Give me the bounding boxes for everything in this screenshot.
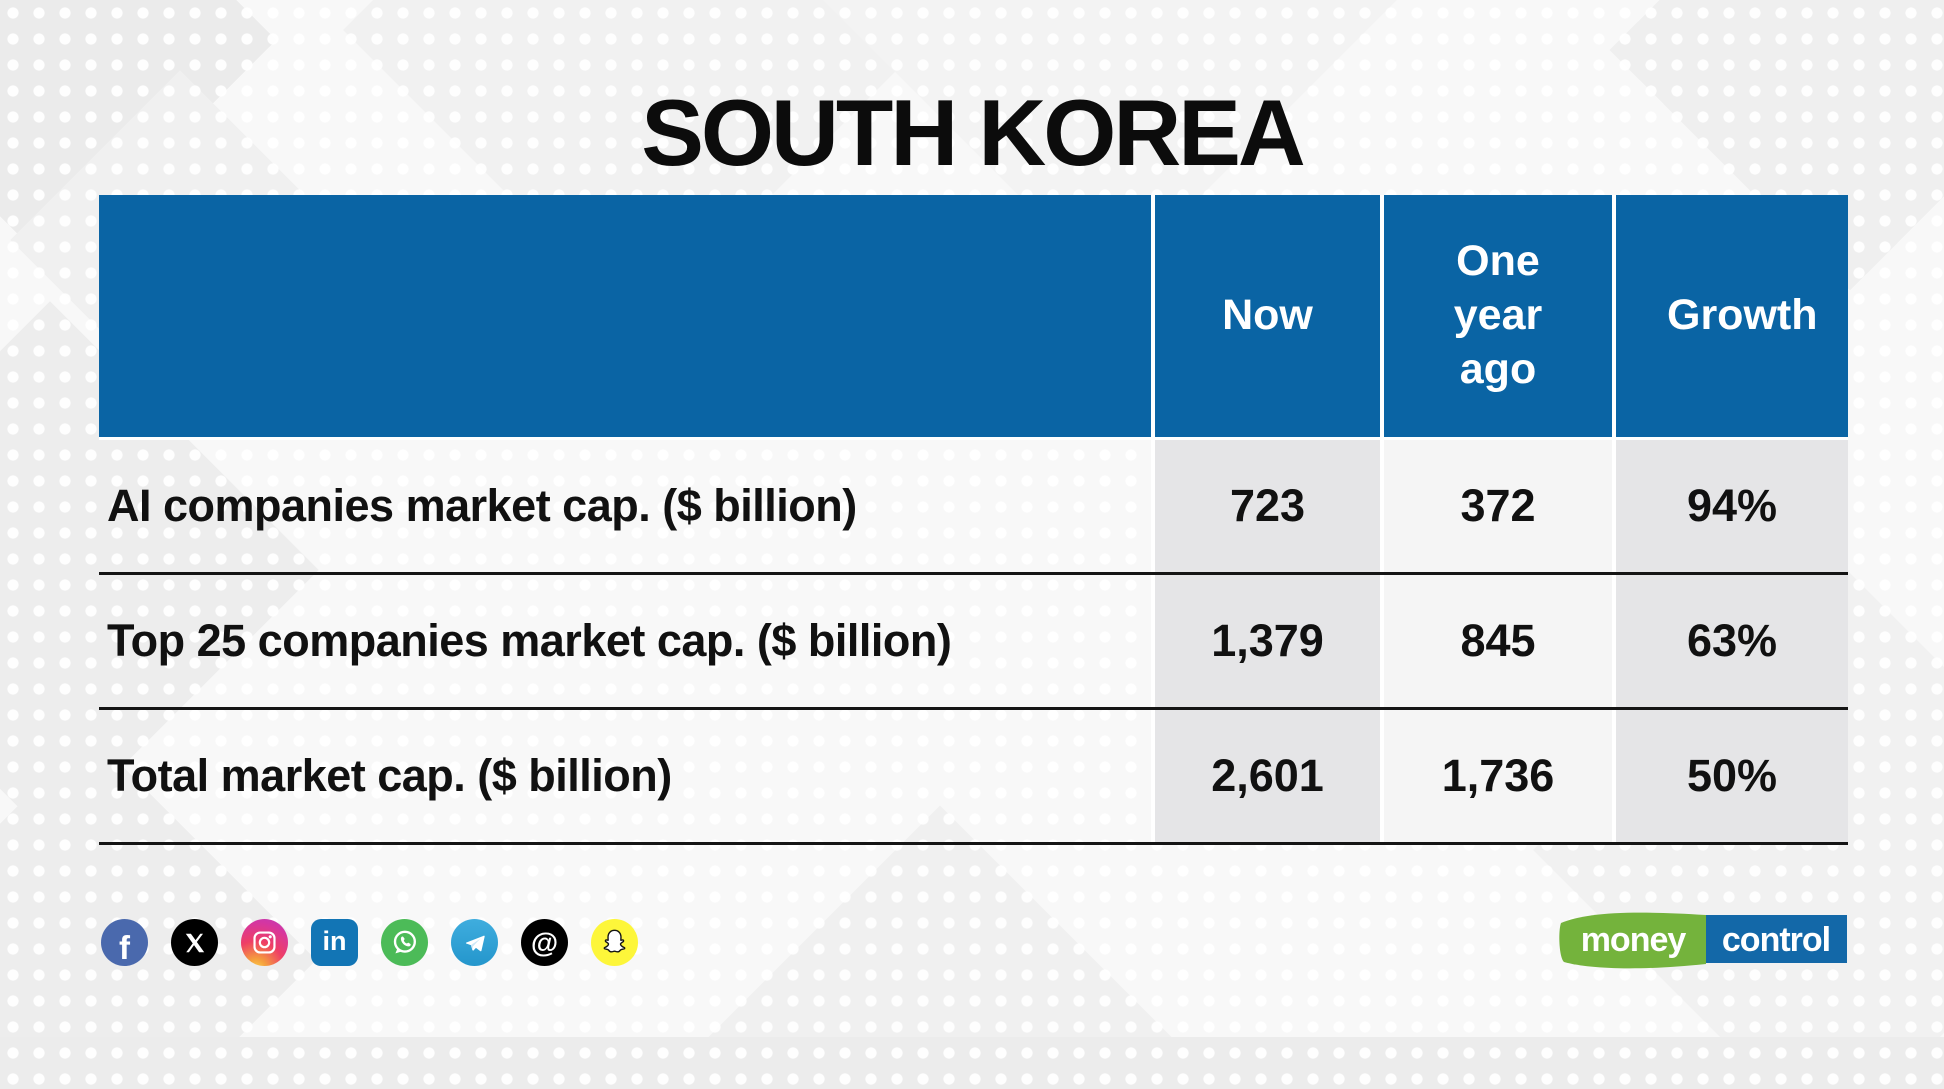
threads-icon[interactable]: @	[521, 919, 568, 966]
row-value-growth: 63%	[1612, 575, 1848, 707]
header-label-one-year-ago: One year ago	[1453, 237, 1543, 393]
telegram-icon[interactable]	[451, 919, 498, 966]
snapchat-glyph	[603, 929, 626, 953]
header-cell-empty	[99, 195, 1151, 437]
threads-glyph: @	[530, 926, 559, 958]
facebook-icon[interactable]: f	[101, 919, 148, 966]
x-twitter-icon[interactable]	[171, 919, 218, 966]
row-value-one-year-ago: 1,736	[1380, 710, 1612, 842]
row-value-now: 723	[1151, 440, 1380, 572]
header-label-growth: Growth	[1667, 291, 1818, 340]
header-cell-one-year-ago: One year ago	[1380, 195, 1612, 437]
logo-text-control: control	[1722, 921, 1830, 959]
facebook-glyph: f	[119, 929, 130, 966]
instagram-glyph	[253, 931, 276, 954]
row-label: Top 25 companies market cap. ($ billion)	[107, 615, 952, 666]
header-label-now: Now	[1222, 291, 1313, 340]
row-value-growth: 50%	[1612, 710, 1848, 842]
table-row: Total market cap. ($ billion) 2,601 1,73…	[99, 710, 1848, 845]
row-value-one-year-ago: 372	[1380, 440, 1612, 572]
instagram-icon[interactable]	[241, 919, 288, 966]
telegram-glyph	[465, 935, 485, 951]
table-row: Top 25 companies market cap. ($ billion)…	[99, 575, 1848, 710]
table-header-row: Now One year ago Growth	[99, 195, 1848, 440]
logo-blue-block	[1705, 915, 1847, 963]
linkedin-icon[interactable]: in	[311, 919, 358, 966]
moneycontrol-logo: money control	[1559, 912, 1847, 969]
snapchat-icon[interactable]	[591, 919, 638, 966]
row-value-now: 2,601	[1151, 710, 1380, 842]
whatsapp-glyph	[393, 930, 416, 954]
header-cell-growth: Growth	[1612, 195, 1848, 437]
linkedin-glyph: in	[322, 925, 347, 956]
row-value-now: 1,379	[1151, 575, 1380, 707]
logo-green-block	[1559, 912, 1706, 969]
logo-text-money: money	[1581, 921, 1687, 959]
table-row: AI companies market cap. ($ billion) 723…	[99, 440, 1848, 575]
page-title: SOUTH KOREA	[641, 80, 1306, 185]
header-cell-now: Now	[1151, 195, 1380, 437]
x-glyph	[185, 933, 204, 952]
row-label: Total market cap. ($ billion)	[107, 750, 672, 801]
whatsapp-icon[interactable]	[381, 919, 428, 966]
social-icons-row: f in	[101, 919, 638, 966]
data-table: Now One year ago Growth AI companies mar…	[99, 195, 1848, 845]
row-value-growth: 94%	[1612, 440, 1848, 572]
row-label: AI companies market cap. ($ billion)	[107, 480, 857, 531]
row-value-one-year-ago: 845	[1380, 575, 1612, 707]
